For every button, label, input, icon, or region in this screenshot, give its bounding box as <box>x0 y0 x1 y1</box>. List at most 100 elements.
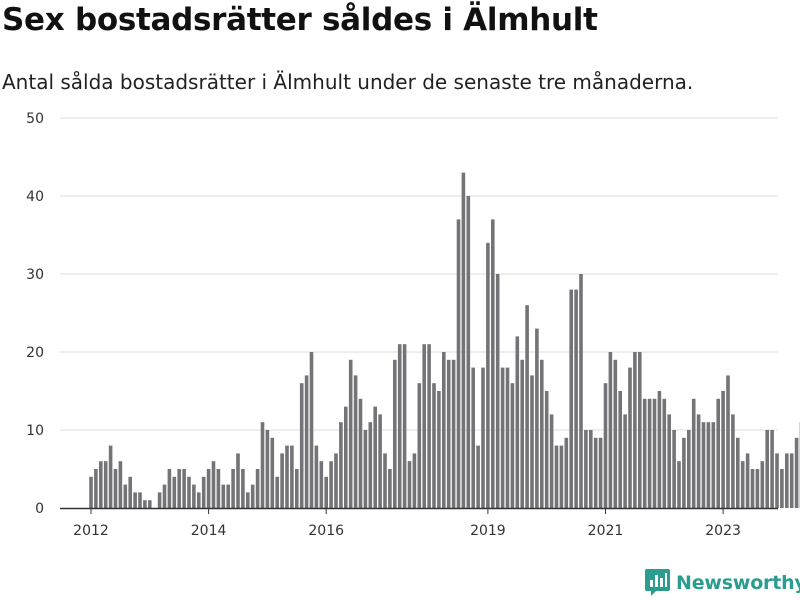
bar <box>789 453 794 508</box>
bar <box>642 398 647 508</box>
bar <box>495 274 500 508</box>
bar <box>603 383 608 508</box>
bar <box>544 391 549 508</box>
x-tick-label: 2019 <box>470 523 506 539</box>
bar <box>417 383 422 508</box>
bar <box>672 430 676 508</box>
bar <box>177 469 181 508</box>
bar <box>608 352 613 508</box>
bar <box>682 437 686 508</box>
bar <box>285 445 289 508</box>
bar <box>197 492 201 508</box>
y-tick-label: 10 <box>26 423 44 439</box>
bar <box>250 484 255 508</box>
bar <box>157 492 162 508</box>
bar <box>265 430 270 508</box>
bar <box>383 453 387 508</box>
bar <box>148 500 152 508</box>
bar <box>187 476 191 508</box>
bar <box>309 352 314 508</box>
bar <box>388 469 392 508</box>
bar <box>589 430 593 508</box>
bar <box>633 352 637 508</box>
bar <box>290 445 294 508</box>
bar <box>402 344 407 508</box>
bar <box>696 414 701 508</box>
bar <box>662 398 667 508</box>
bar <box>162 484 167 508</box>
x-tick-label: 2021 <box>588 523 624 539</box>
bar <box>456 219 461 508</box>
bar <box>564 437 569 508</box>
bar <box>623 414 627 508</box>
bar <box>334 453 338 508</box>
bar <box>216 469 221 508</box>
bar <box>226 484 230 508</box>
bar <box>368 422 373 508</box>
bar <box>701 422 706 508</box>
bar <box>172 476 177 508</box>
chart-subtitle: Antal sålda bostadsrätter i Älmhult unde… <box>2 70 694 94</box>
bar <box>108 445 113 508</box>
newsworthy-brand[interactable]: Newsworthy <box>645 569 800 596</box>
y-tick-label: 40 <box>26 189 44 205</box>
bar <box>613 359 618 508</box>
bar <box>241 469 245 508</box>
bar <box>339 422 343 508</box>
bar <box>314 445 319 508</box>
bar <box>515 336 520 508</box>
bar <box>348 359 353 508</box>
x-tick-label: 2023 <box>705 523 741 539</box>
bar <box>657 391 662 508</box>
bar <box>167 469 172 508</box>
bar <box>706 422 711 508</box>
bar <box>618 391 622 508</box>
bar <box>236 453 240 508</box>
bar <box>780 469 784 508</box>
bar <box>442 352 446 508</box>
bar <box>412 453 417 508</box>
bar <box>461 172 466 508</box>
bar <box>481 367 485 508</box>
bar <box>99 461 103 508</box>
bar <box>579 274 583 508</box>
bar <box>123 484 128 508</box>
bar <box>113 469 118 508</box>
bar <box>358 398 363 508</box>
bar <box>206 469 211 508</box>
bar <box>755 469 760 508</box>
y-tick-label: 50 <box>26 111 44 127</box>
bar <box>118 461 123 508</box>
bar <box>687 430 691 508</box>
bar <box>691 398 696 508</box>
bar <box>647 398 652 508</box>
bar <box>540 359 544 508</box>
x-tick-label: 2014 <box>191 523 227 539</box>
bar <box>554 445 559 508</box>
bar <box>246 492 250 508</box>
bar <box>344 406 348 508</box>
bar <box>192 484 196 508</box>
bar <box>255 469 260 508</box>
bar <box>593 437 598 508</box>
bar <box>133 492 137 508</box>
bar <box>760 461 765 508</box>
bar <box>299 383 304 508</box>
bar <box>569 289 573 508</box>
bar <box>770 430 774 508</box>
bar <box>520 359 524 508</box>
bar <box>329 461 333 508</box>
bar <box>94 469 98 508</box>
bar <box>721 391 725 508</box>
bar <box>182 469 186 508</box>
bar <box>319 461 324 508</box>
bar <box>201 476 206 508</box>
bar <box>794 437 799 508</box>
bar <box>304 375 309 508</box>
bar <box>363 430 368 508</box>
bar <box>231 469 235 508</box>
bar <box>432 383 436 508</box>
axes: 0102030405062012201420162019202120232025 <box>26 111 778 539</box>
y-tick-label: 0 <box>35 501 44 517</box>
